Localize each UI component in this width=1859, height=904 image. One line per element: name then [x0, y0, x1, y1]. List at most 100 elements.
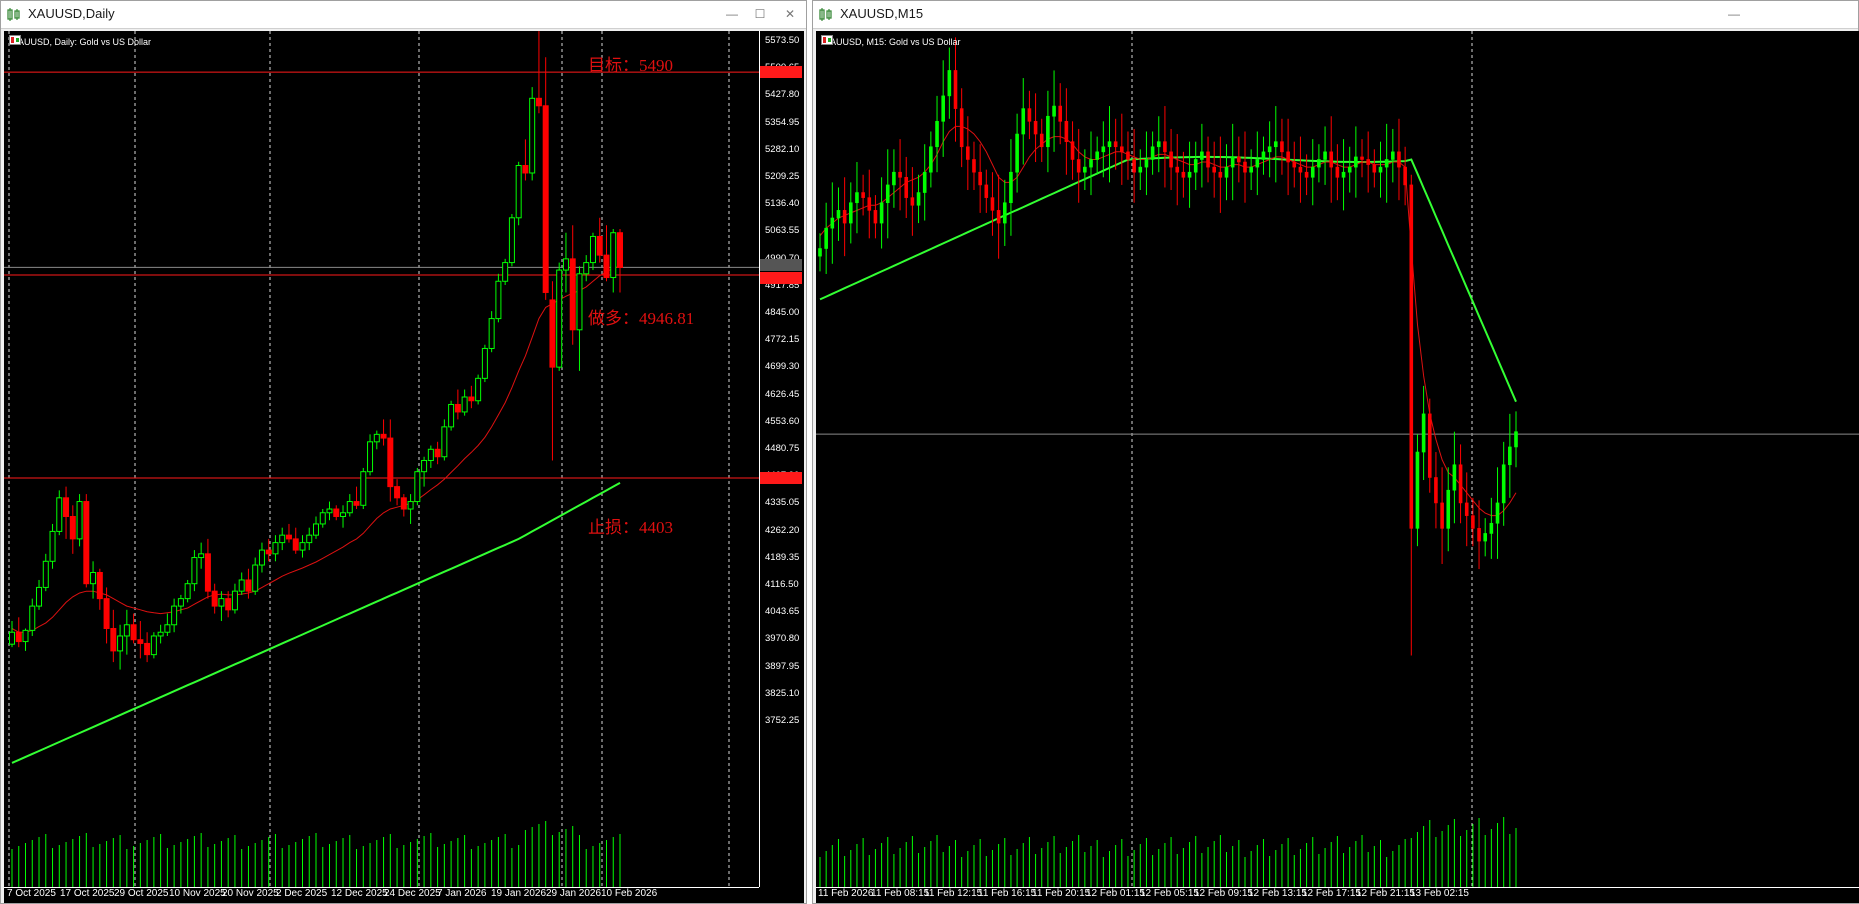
window-title: XAUUSD,Daily: [28, 6, 115, 21]
price-label: 4699.30: [765, 361, 800, 373]
candle-body: [1341, 171, 1346, 178]
price-label: 4262.20: [765, 524, 800, 536]
candle-body: [1039, 133, 1044, 148]
time-label: 19 Jan 2026: [491, 888, 547, 899]
candle-body: [1391, 151, 1395, 160]
price-label: 5136.40: [765, 198, 800, 210]
candle-body: [529, 97, 536, 174]
candle-body: [535, 97, 542, 107]
time-axis[interactable]: 11 Feb 2026 11 Feb 08:15 11 Feb 12:15 11 Fe…: [816, 887, 1859, 903]
window-title: XAUUSD,M15: [840, 6, 924, 21]
candle-body: [22, 629, 29, 643]
candle-body: [495, 280, 502, 320]
time-label: 17 Oct 2025: [60, 888, 115, 899]
chart-window-daily[interactable]: XAUUSD,Daily — ☐ ✕ XAUUSD, Daily: Gold v…: [0, 0, 807, 904]
candle-body: [1434, 477, 1438, 504]
candle-body: [279, 534, 286, 544]
time-axis[interactable]: 7 Oct 2025 17 Oct 2025 29 Oct 2025 10 Nov 2…: [4, 887, 759, 903]
m15-candlestick-chart: [816, 31, 1859, 887]
candle-body: [1372, 164, 1377, 173]
time-label: 7 Jan 2026: [437, 888, 487, 899]
candle-body: [1397, 151, 1401, 168]
time-label: 12 Feb 21:15: [1356, 888, 1415, 899]
candle-body: [953, 70, 958, 109]
maximize-icon[interactable]: ☐: [754, 7, 766, 21]
candle-body: [1360, 156, 1364, 160]
candle-body: [96, 571, 103, 600]
candle-body: [562, 258, 569, 271]
candle-body: [434, 448, 441, 458]
m15-chart-area[interactable]: XAUUSD, M15: Gold vs US Dollar 11 Feb 20…: [816, 31, 1859, 903]
candle-body: [1415, 451, 1420, 529]
candle-body: [842, 210, 847, 224]
candle-body: [340, 512, 347, 517]
time-label: 29 Oct 2025: [114, 888, 169, 899]
candle-body: [353, 501, 360, 506]
candle-body: [603, 254, 610, 279]
time-label: 7 Oct 2025: [7, 888, 56, 899]
daily-chart-area[interactable]: XAUUSD, Daily: Gold vs US Dollar 目标：5490…: [4, 31, 804, 903]
candle-body: [427, 448, 434, 461]
candle-body: [1193, 159, 1198, 173]
close-icon[interactable]: ✕: [784, 7, 796, 21]
candle-body: [117, 635, 124, 652]
candle-body: [157, 631, 164, 637]
time-label: 12 Feb 05:15: [1140, 888, 1199, 899]
candle-body: [292, 538, 299, 551]
price-label: 3970.80: [765, 633, 800, 645]
candle-body: [164, 624, 171, 633]
candle-body: [1440, 502, 1444, 529]
stop-loss-annotation: 止损：4403: [588, 518, 673, 537]
candle-body: [475, 377, 482, 402]
candle-body: [9, 631, 15, 645]
price-tag-target: [760, 66, 802, 79]
candle-body: [1514, 431, 1518, 448]
symbol-icon[interactable]: [821, 35, 833, 45]
candle-body: [258, 549, 265, 566]
candle-body: [272, 542, 279, 555]
chart-window-icon: [819, 8, 832, 21]
candle-body: [1138, 166, 1143, 173]
candle-body: [69, 515, 76, 540]
candle-body: [454, 403, 461, 413]
candle-body: [1132, 159, 1136, 173]
minimize-icon[interactable]: —: [1728, 7, 1740, 21]
candle-body: [966, 146, 970, 160]
candle-body: [1230, 156, 1235, 168]
candle-body: [848, 202, 853, 224]
daily-candlestick-chart: [4, 31, 759, 887]
candle-body: [83, 501, 90, 585]
candle-body: [49, 530, 56, 562]
candle-body: [1113, 141, 1118, 148]
window-titlebar[interactable]: XAUUSD,M15 —: [813, 1, 1858, 29]
chart-window-icon: [7, 8, 20, 21]
chart-legend: XAUUSD, Daily: Gold vs US Dollar: [9, 35, 151, 49]
symbol-icon[interactable]: [9, 35, 21, 45]
candle-body: [265, 549, 272, 555]
price-axis[interactable]: 5573.505500.655427.805354.955282.105209.…: [759, 31, 804, 887]
candle-body: [400, 497, 407, 510]
window-titlebar[interactable]: XAUUSD,Daily — ☐ ✕: [1, 1, 806, 29]
candle-body: [1446, 489, 1451, 529]
candle-body: [617, 232, 623, 268]
price-label: 3897.95: [765, 660, 800, 672]
candle-body: [63, 497, 70, 517]
chart-window-m15[interactable]: XAUUSD,M15 — XAUUSD, M15: Gold vs US Dol…: [812, 0, 1859, 904]
candle-body: [1243, 161, 1247, 173]
candle-body: [576, 273, 583, 331]
target-annotation: 目标：5490: [588, 56, 673, 75]
candle-body: [1009, 171, 1013, 204]
candle-body: [1144, 159, 1149, 168]
candle-body: [929, 146, 933, 173]
candle-body: [1483, 533, 1488, 542]
minimize-icon[interactable]: —: [726, 7, 738, 21]
candle-body: [1175, 166, 1180, 173]
candle-body: [941, 95, 945, 122]
candle-body: [1323, 151, 1327, 160]
price-label: 4335.05: [765, 497, 800, 509]
candle-body: [1452, 464, 1457, 491]
candle-body: [972, 159, 976, 173]
candle-body: [830, 217, 835, 229]
candle-body: [1508, 446, 1512, 466]
price-label: 4116.50: [765, 579, 799, 590]
